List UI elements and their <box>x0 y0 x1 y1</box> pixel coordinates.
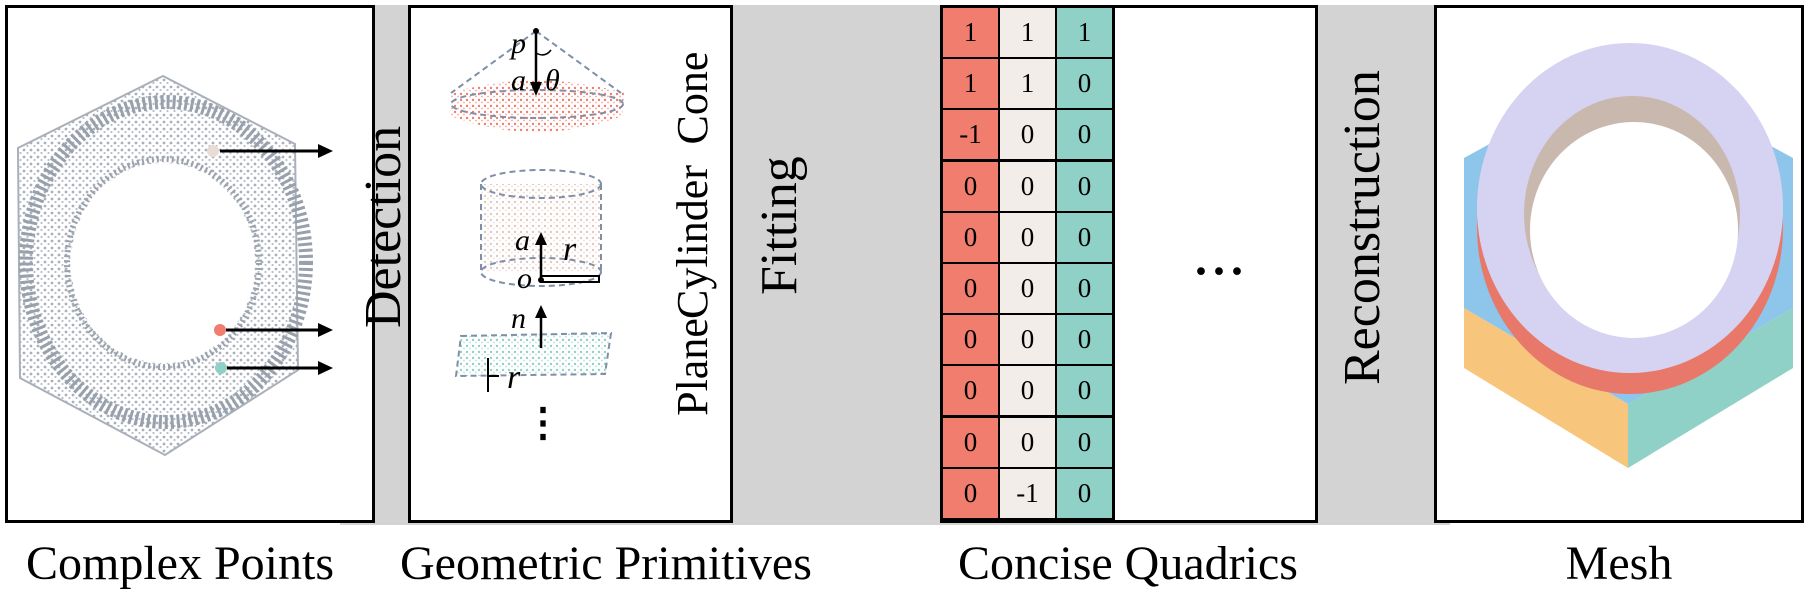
symbol-p: p <box>509 27 526 60</box>
symbol-a-cylinder: a <box>515 224 530 257</box>
quadric-cell: 0 <box>1057 161 1115 214</box>
detection-label: Detection <box>355 125 412 328</box>
more-primitives-ellipsis: ⋮ <box>523 400 563 445</box>
concise-quadrics-panel: 1 1 1 1 1 0 -1 0 0 0 0 0 0 0 0 0 0 0 0 0 0 0 0 0 0 0 0 0 -1 0 ··· <box>940 5 1318 523</box>
quadric-cell: 0 <box>1000 366 1058 419</box>
quadric-cell: 0 <box>1000 264 1058 316</box>
quadric-cell: 0 <box>943 264 1001 316</box>
symbol-theta: θ <box>545 64 560 97</box>
quadric-cell: 0 <box>1000 315 1058 368</box>
fitting-label: Fitting <box>751 156 808 295</box>
symbol-o: o <box>517 262 532 295</box>
sample-point-red <box>214 324 226 336</box>
quadric-cell: 0 <box>1057 212 1115 265</box>
quadric-cell: 1 <box>1000 59 1058 112</box>
cylinder-primitive <box>480 169 602 287</box>
quadric-cell: 0 <box>1057 315 1115 368</box>
caption-mesh: Mesh <box>1565 537 1673 590</box>
sample-point-beige <box>207 145 219 157</box>
quadric-cell: 0 <box>1057 417 1115 470</box>
quadric-cell: 0 <box>943 161 1001 214</box>
quadric-cell: 1 <box>1057 8 1115 60</box>
more-quadrics-ellipsis: ··· <box>1193 245 1248 298</box>
quadric-cell: 0 <box>943 315 1001 368</box>
quadric-cell: 0 <box>1057 468 1115 520</box>
caption-complex-points: Complex Points <box>25 537 335 590</box>
cone-primitive <box>450 28 624 132</box>
symbol-n: n <box>511 302 526 335</box>
symbol-r-plane: r <box>507 359 521 396</box>
hole <box>71 163 255 363</box>
complex-points-panel <box>5 5 375 523</box>
mesh-hole <box>1530 122 1738 338</box>
quadric-cell: 1 <box>943 8 1001 60</box>
plane-label: Plane <box>668 318 717 416</box>
caption-concise-quadrics: Concise Quadrics <box>958 537 1298 590</box>
plane-primitive <box>454 305 613 392</box>
quadric-cell: 0 <box>1057 110 1115 163</box>
quadric-cell: 0 <box>943 366 1001 419</box>
quadric-cell: -1 <box>943 110 1001 163</box>
quadric-cell: 0 <box>1057 264 1115 316</box>
quadric-cell: 0 <box>943 417 1001 470</box>
sample-point-teal <box>215 362 227 374</box>
quadric-cell: 0 <box>1000 212 1058 265</box>
quadric-cell: 0 <box>1000 417 1058 470</box>
quadric-cell: 1 <box>1000 8 1058 60</box>
caption-geometric-primitives: Geometric Primitives <box>400 537 812 590</box>
quadric-cell: 0 <box>1057 366 1115 419</box>
symbol-a-cone: a <box>511 64 526 97</box>
mesh-figure <box>1464 43 1793 468</box>
quadric-cell: 0 <box>943 212 1001 265</box>
symbol-r-cylinder: r <box>563 231 577 268</box>
quadric-cell: 0 <box>943 468 1001 520</box>
mesh-side-teal <box>1628 308 1793 468</box>
mesh-panel <box>1434 5 1804 523</box>
quadric-cell: 0 <box>1057 59 1115 112</box>
quadric-cell: 1 <box>943 59 1001 112</box>
mesh-side-orange <box>1464 308 1628 468</box>
geometric-primitives-panel: p a θ a r o n r ⋮ Cone Cylinder Plane <box>408 5 733 523</box>
quadric-cell: 0 <box>1000 110 1058 163</box>
quadric-cell: -1 <box>1000 468 1058 520</box>
point-cloud-figure <box>16 74 333 457</box>
reconstruction-label: Reconstruction <box>1334 70 1391 385</box>
primitives-figure: p a θ a r o n r ⋮ <box>450 27 624 445</box>
outer-ring-points <box>19 95 313 429</box>
cone-label: Cone <box>668 51 717 145</box>
quadric-cell: 0 <box>1000 161 1058 214</box>
